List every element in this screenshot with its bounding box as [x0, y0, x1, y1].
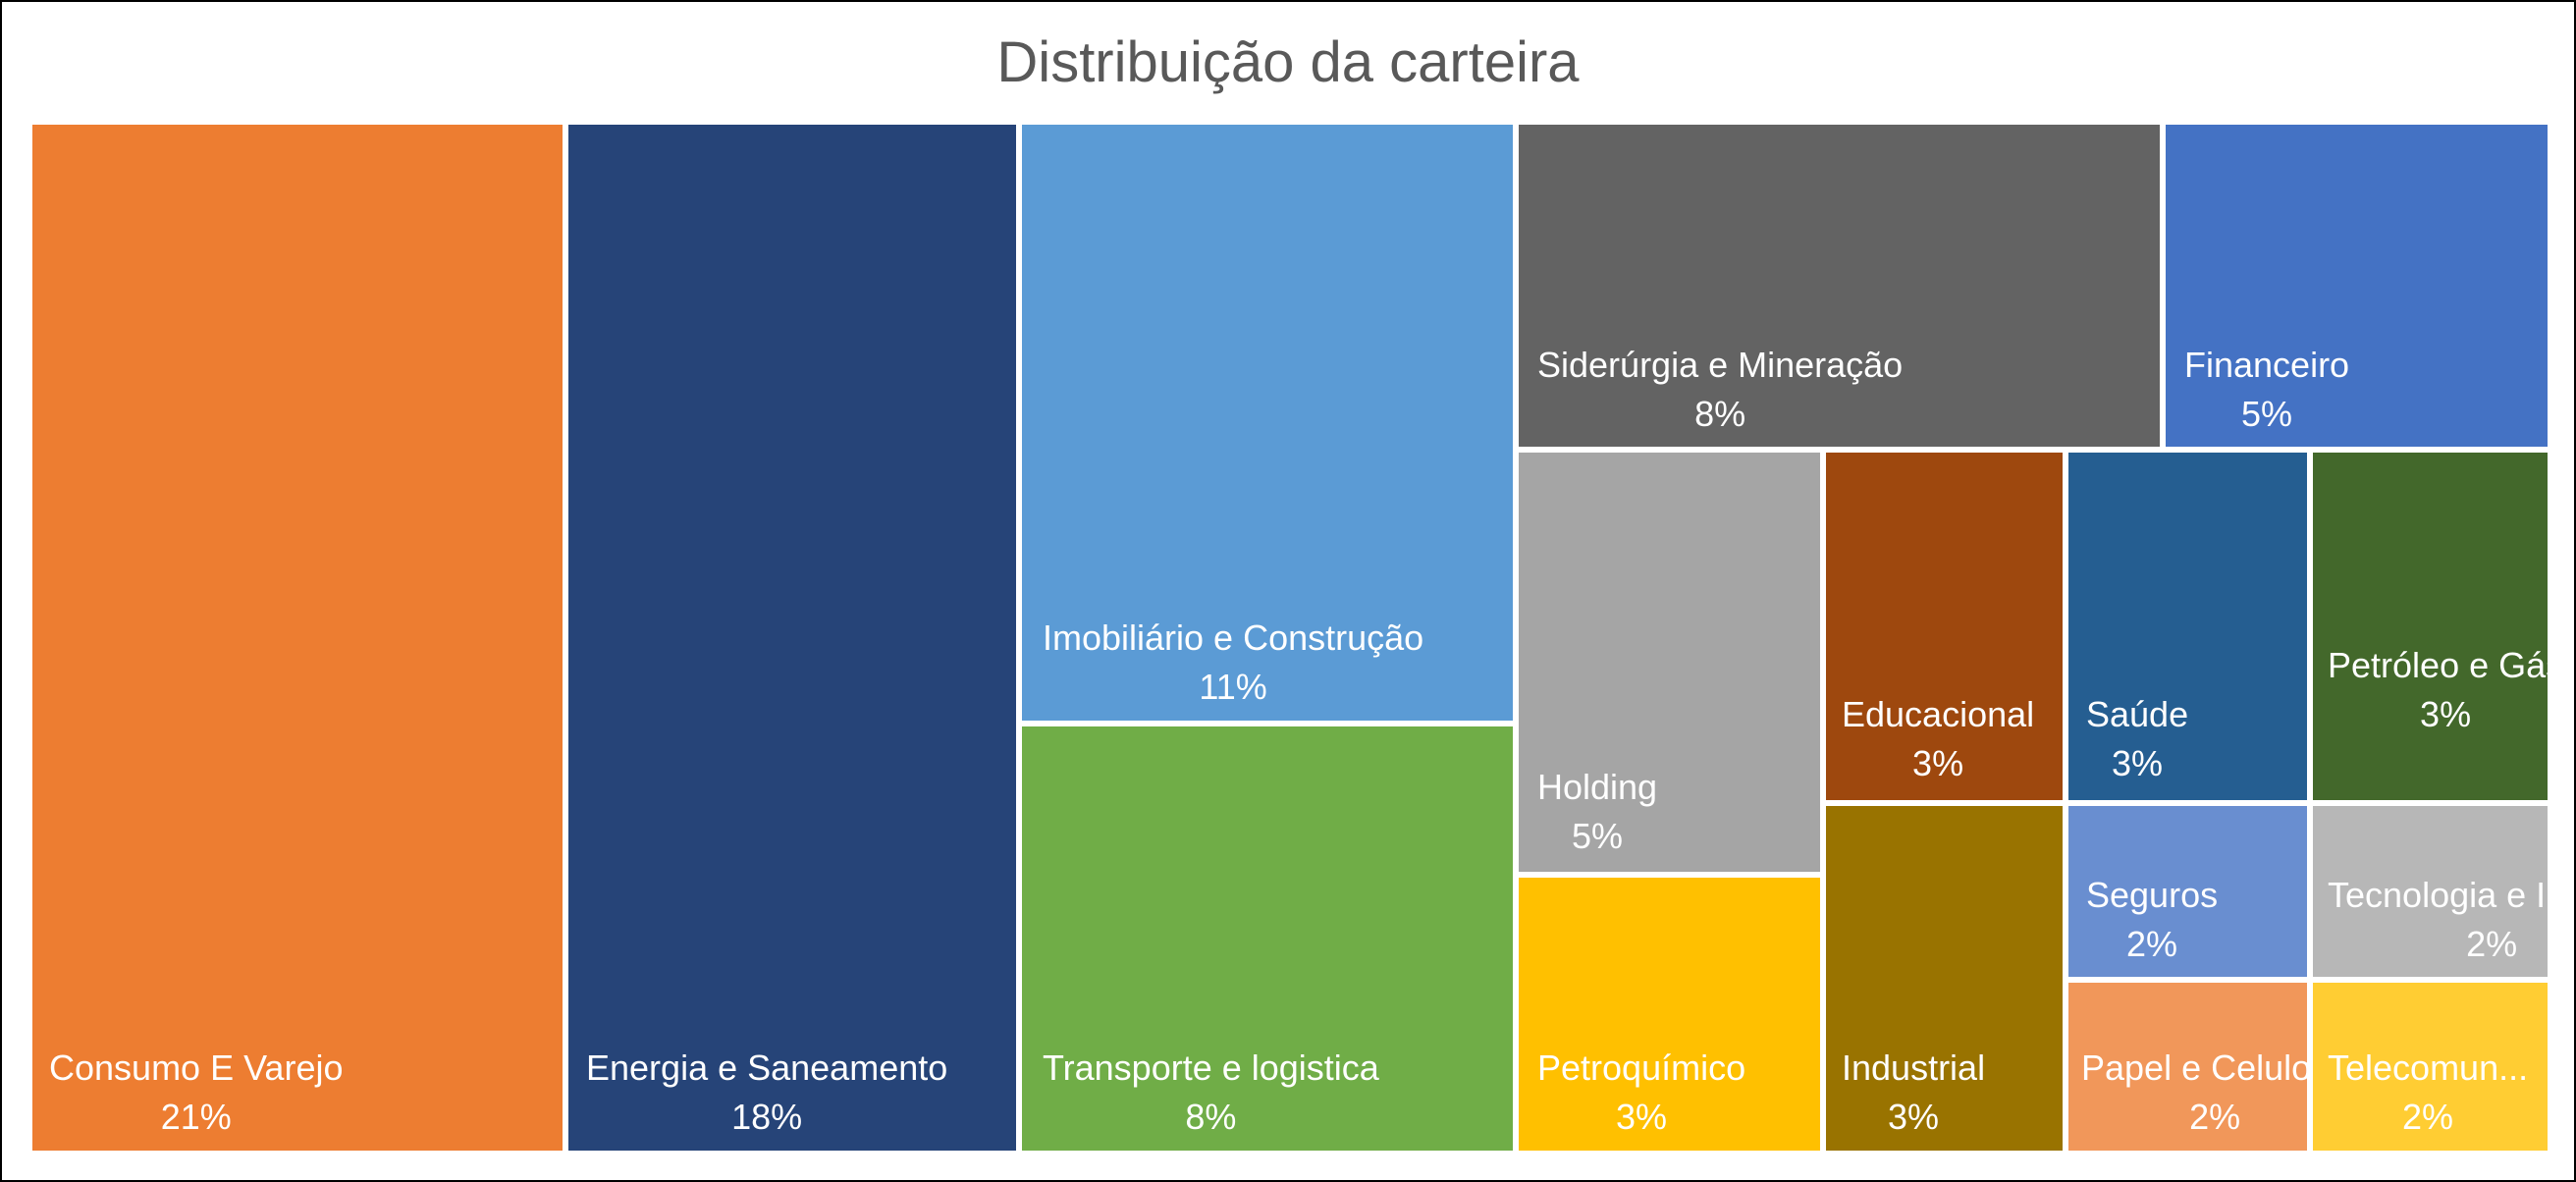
- tile-value: 2%: [2189, 1097, 2241, 1137]
- tile-value: 8%: [1185, 1097, 1237, 1137]
- tile-label: Siderúrgia e Mineração 8%: [1537, 341, 1903, 439]
- tile-category: Holding: [1537, 767, 1658, 807]
- tile-label: Telecomun... 2%: [2328, 1044, 2528, 1142]
- tile-label: Papel e Celulose 2%: [2081, 1044, 2310, 1142]
- tile-category: Consumo E Varejo: [49, 1048, 344, 1088]
- treemap-tile: Saúde 3%: [2066, 450, 2310, 803]
- treemap-tile: Siderúrgia e Mineração 8%: [1516, 122, 2163, 450]
- tile-category: Petroquímico: [1537, 1048, 1746, 1088]
- treemap-tile: Imobiliário e Construção 11%: [1019, 122, 1516, 724]
- tile-category: Papel e Celulose: [2081, 1048, 2310, 1088]
- tile-category: Seguros: [2086, 875, 2219, 915]
- tile-value: 5%: [2241, 394, 2293, 434]
- tile-category: Saúde: [2086, 694, 2189, 734]
- tile-value: 2%: [2126, 924, 2178, 964]
- tile-category: Transporte e logistica: [1043, 1048, 1379, 1088]
- tile-category: Industrial: [1842, 1048, 1986, 1088]
- tile-value: 11%: [1199, 667, 1267, 707]
- tile-value: 18%: [731, 1097, 803, 1137]
- tile-value: 3%: [2420, 694, 2472, 734]
- treemap-tile: Holding 5%: [1516, 450, 1823, 875]
- tile-category: Petróleo e Gás: [2328, 645, 2550, 685]
- tile-value: 3%: [2112, 743, 2164, 783]
- tile-label: Imobiliário e Construção 11%: [1043, 614, 1423, 712]
- tile-value: 5%: [1572, 816, 1624, 856]
- treemap-tile: Telecomun... 2%: [2310, 980, 2550, 1154]
- tile-category: Tecnologia e Internet: [2328, 875, 2548, 915]
- tile-label: Industrial 3%: [1842, 1044, 1985, 1142]
- treemap-tile: Educacional 3%: [1823, 450, 2066, 803]
- tile-label: Petróleo e Gás 3%: [2328, 641, 2550, 739]
- tile-label: Financeiro 5%: [2184, 341, 2349, 439]
- tile-category: Siderúrgia e Mineração: [1537, 345, 1904, 385]
- treemap-tile: Transporte e logistica 8%: [1019, 724, 1516, 1154]
- tile-value: 3%: [1888, 1097, 1940, 1137]
- tile-category: Educacional: [1842, 694, 2035, 734]
- tile-category: Financeiro: [2184, 345, 2350, 385]
- tile-value: 21%: [160, 1097, 232, 1137]
- treemap-tile: Energia e Saneamento 18%: [565, 122, 1019, 1154]
- tile-value: 2%: [2402, 1097, 2454, 1137]
- tile-label: Seguros 2%: [2086, 871, 2218, 969]
- tile-value: 2%: [2466, 924, 2518, 964]
- tile-category: Telecomun...: [2328, 1048, 2529, 1088]
- chart-title: Distribuição da carteira: [996, 30, 1580, 94]
- tile-label: Tecnologia e Internet 2%: [2328, 871, 2548, 969]
- tile-label: Energia e Saneamento 18%: [586, 1044, 947, 1142]
- tile-label: Educacional 3%: [1842, 690, 2034, 788]
- treemap-tile: Seguros 2%: [2066, 803, 2310, 980]
- tile-label: Saúde 3%: [2086, 690, 2188, 788]
- tile-category: Imobiliário e Construção: [1043, 618, 1424, 658]
- tile-label: Transporte e logistica 8%: [1043, 1044, 1379, 1142]
- treemap-tile: Petróleo e Gás 3%: [2310, 450, 2550, 803]
- treemap-tile: Financeiro 5%: [2163, 122, 2550, 450]
- treemap-tile: Tecnologia e Internet 2%: [2310, 803, 2550, 980]
- tile-value: 3%: [1616, 1097, 1668, 1137]
- tile-value: 3%: [1912, 743, 1964, 783]
- tile-value: 8%: [1694, 394, 1746, 434]
- tile-label: Holding 5%: [1537, 763, 1657, 861]
- tile-label: Consumo E Varejo 21%: [49, 1044, 343, 1142]
- treemap-tile: Papel e Celulose 2%: [2066, 980, 2310, 1154]
- treemap-tile: Petroquímico 3%: [1516, 875, 1823, 1154]
- treemap-tile: Industrial 3%: [1823, 803, 2066, 1154]
- tile-category: Energia e Saneamento: [586, 1048, 948, 1088]
- tile-label: Petroquímico 3%: [1537, 1044, 1745, 1142]
- treemap-tile: Consumo E Varejo 21%: [29, 122, 565, 1154]
